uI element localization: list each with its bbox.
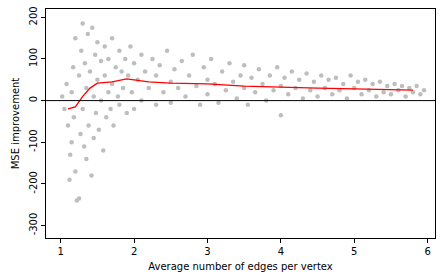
svg-text:0: 0 <box>28 96 39 102</box>
svg-text:6: 6 <box>424 246 430 257</box>
svg-text:-100: -100 <box>28 129 39 152</box>
svg-text:-300: -300 <box>28 213 39 236</box>
svg-text:Average number of edges per ve: Average number of edges per vertex <box>148 261 333 272</box>
svg-text:4: 4 <box>278 246 284 257</box>
svg-text:1: 1 <box>57 246 63 257</box>
svg-text:3: 3 <box>204 246 210 257</box>
svg-text:200: 200 <box>28 6 39 25</box>
svg-text:MSE improvement: MSE improvement <box>10 78 21 170</box>
svg-text:100: 100 <box>28 48 39 67</box>
svg-text:5: 5 <box>351 246 357 257</box>
svg-text:2: 2 <box>131 246 137 257</box>
svg-text:-200: -200 <box>28 171 39 194</box>
